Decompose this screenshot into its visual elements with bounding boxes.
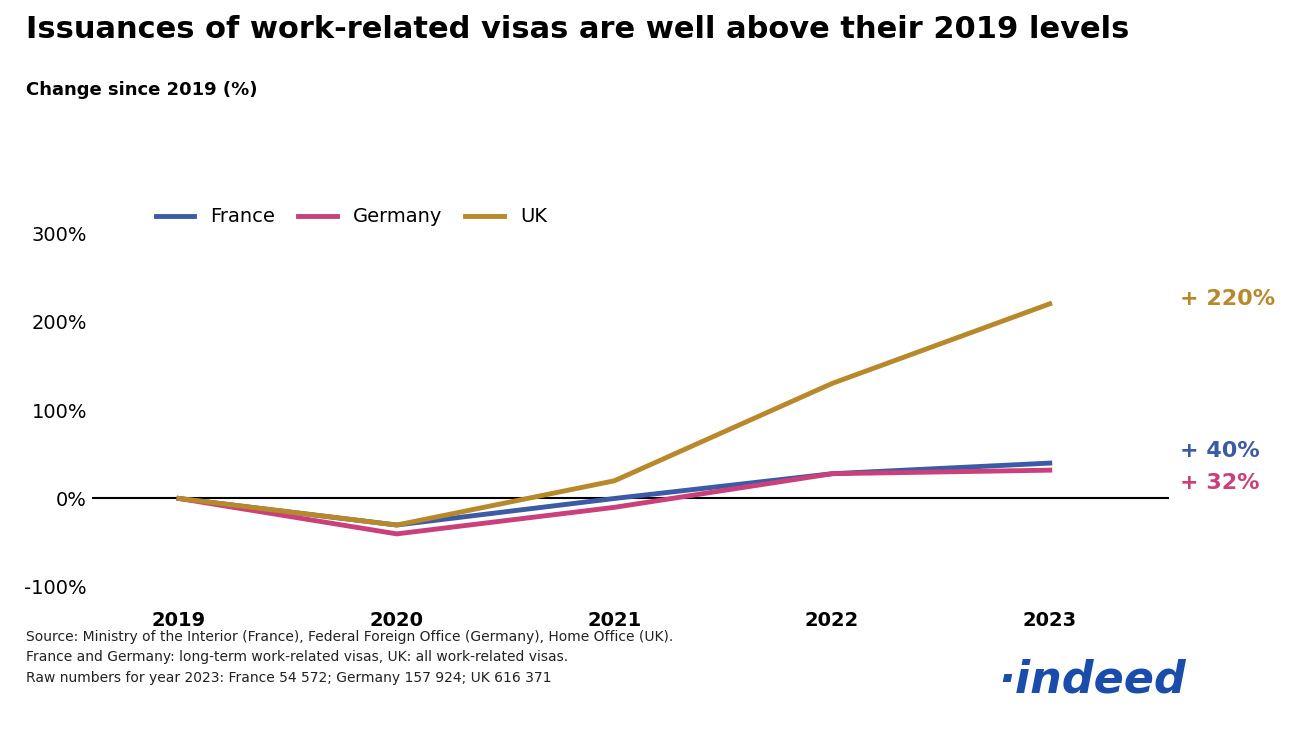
Text: + 220%: + 220% (1180, 289, 1276, 310)
Legend: France, Germany, UK: France, Germany, UK (155, 207, 547, 226)
Text: Source: Ministry of the Interior (France), Federal Foreign Office (Germany), Hom: Source: Ministry of the Interior (France… (26, 630, 674, 684)
Text: Change since 2019 (%): Change since 2019 (%) (26, 81, 258, 99)
Text: ·indeed: ·indeed (999, 659, 1187, 702)
Text: Issuances of work-related visas are well above their 2019 levels: Issuances of work-related visas are well… (26, 15, 1130, 44)
Text: + 32%: + 32% (1180, 473, 1260, 493)
Text: + 40%: + 40% (1180, 441, 1260, 460)
